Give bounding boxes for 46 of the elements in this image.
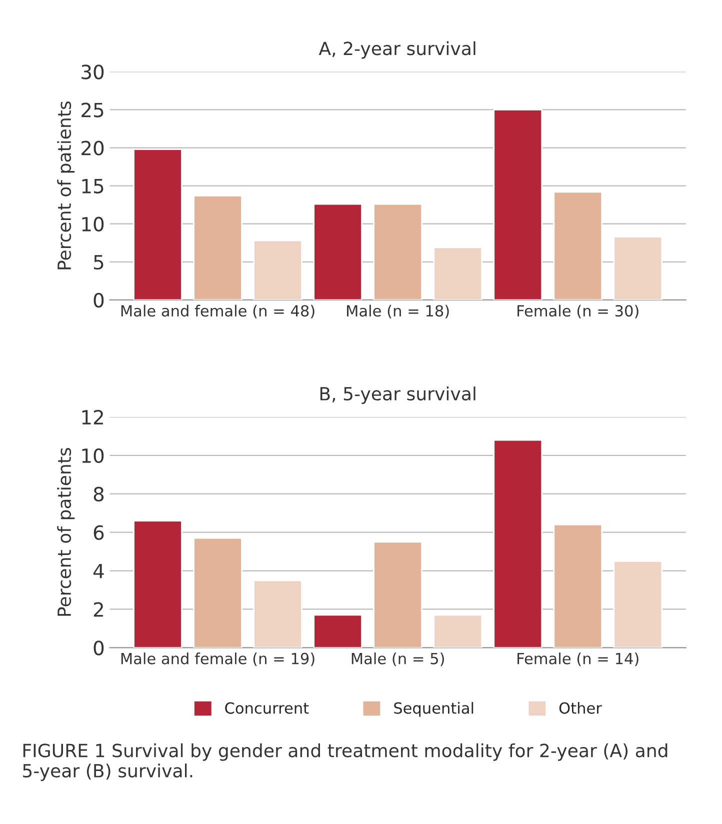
y-tick-label: 6 [94, 525, 104, 540]
bar [553, 191, 603, 300]
y-axis-title: Percent of patients [57, 448, 75, 616]
bar [493, 109, 543, 300]
bar [193, 195, 242, 300]
bar [313, 203, 363, 300]
legend-label: Other [559, 702, 602, 714]
y-tick-label: 10 [82, 448, 104, 464]
y-tick-label: 2 [94, 602, 103, 617]
x-tick-label: Female (n = 30) [518, 304, 638, 318]
bar [493, 439, 543, 648]
caption: FIGURE 1 Survival by gender and treatment modality for 2-year (A) and 5-year (B) survival. [23, 743, 668, 782]
chart-title: B, 5-year survival [320, 386, 476, 404]
y-tick-label: 8 [94, 486, 104, 502]
bar [133, 520, 182, 648]
bar [613, 236, 663, 300]
bar [313, 614, 363, 648]
bar [613, 560, 663, 648]
bar [433, 614, 483, 648]
y-tick-label: 12 [82, 410, 103, 424]
legend-label: Concurrent [225, 702, 309, 714]
x-tick-label: Female (n = 14) [518, 652, 638, 666]
chart-title: A, 2-year survival [318, 41, 476, 59]
y-tick-label: 0 [94, 292, 104, 308]
bar [253, 240, 302, 300]
bar [553, 524, 603, 648]
bar [133, 148, 182, 300]
x-tick-label: Male and female (n = 19) [121, 652, 314, 666]
bar [433, 246, 483, 300]
bar [373, 203, 423, 300]
y-axis-title: Percent of patients [57, 101, 75, 270]
y-tick-label: 30 [82, 64, 104, 80]
legend-label: Sequential [394, 702, 474, 717]
y-tick-label: 0 [94, 640, 104, 656]
y-tick-label: 10 [82, 216, 104, 232]
y-tick-label: 20 [82, 140, 104, 156]
x-tick-label: Male (n = 18) [347, 304, 449, 318]
x-tick-label: Male (n = 5) [352, 652, 444, 666]
bar [193, 537, 242, 648]
y-tick-label: 5 [94, 255, 104, 270]
x-tick-label: Male and female (n = 48) [121, 304, 314, 318]
y-tick-label: 4 [93, 564, 104, 578]
bar [373, 541, 423, 648]
y-tick-label: 25 [82, 102, 104, 118]
y-tick-label: 15 [82, 179, 104, 194]
bar [253, 580, 302, 648]
